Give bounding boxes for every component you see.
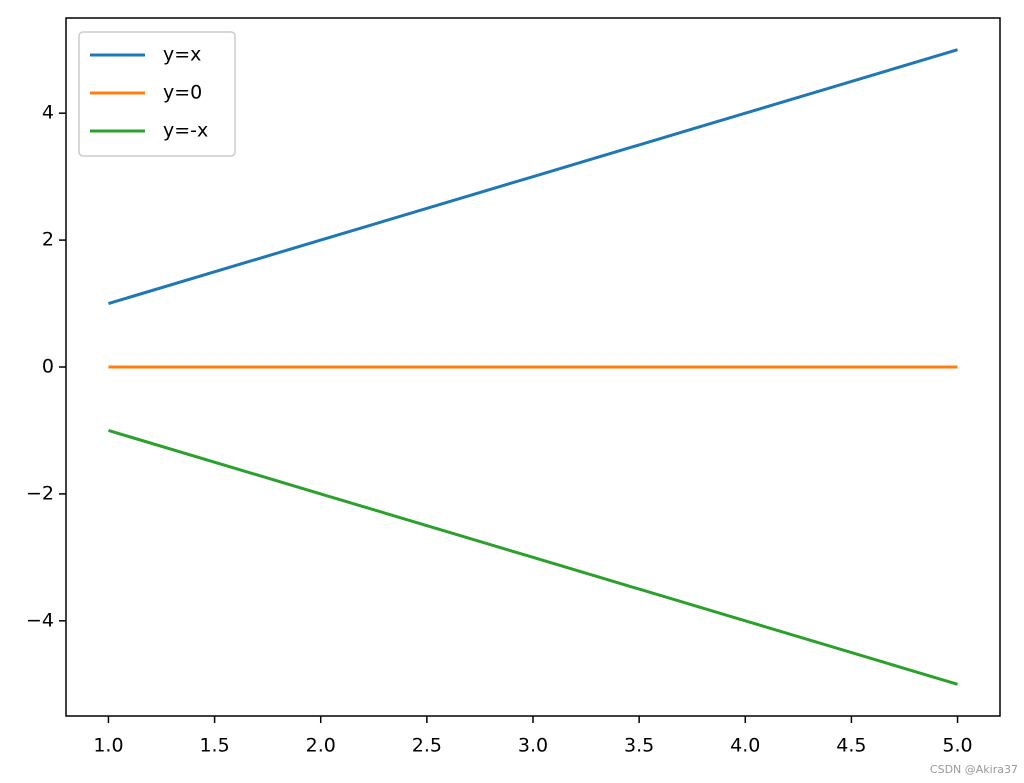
- line: [108, 48, 958, 305]
- x-tick-label: 2.5: [412, 735, 442, 757]
- x-tick-label: 1.5: [199, 735, 229, 757]
- legend-label: y=0: [163, 82, 202, 104]
- x-tick-label: 3.5: [624, 735, 654, 757]
- legend-label: y=x: [163, 44, 201, 66]
- y-tick-label: 0: [42, 356, 54, 378]
- y-tick-label: 4: [42, 102, 54, 124]
- x-tick-label: 4.0: [730, 735, 760, 757]
- x-tick-label: 4.5: [836, 735, 866, 757]
- x-tick-label: 2.0: [306, 735, 336, 757]
- line: [108, 429, 958, 686]
- y-tick-label: −4: [26, 609, 54, 631]
- y-tick-label: −2: [26, 482, 54, 504]
- legend-box: [78, 31, 236, 157]
- x-tick-label: 1.0: [93, 735, 123, 757]
- legend-label: y=-x: [163, 120, 208, 142]
- x-tick-label: 3.0: [518, 735, 548, 757]
- x-tick-label: 5.0: [942, 735, 972, 757]
- y-tick-label: 2: [42, 229, 54, 251]
- plot-frame: [65, 17, 1001, 717]
- watermark: CSDN @Akira37: [930, 763, 1018, 776]
